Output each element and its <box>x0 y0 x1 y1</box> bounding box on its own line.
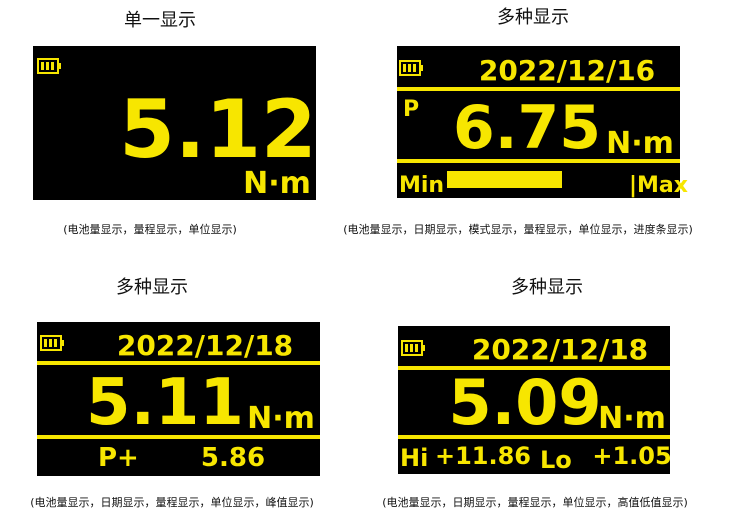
mode: P <box>403 97 419 122</box>
reading: 5.12 <box>119 83 316 176</box>
caption: (电池量显示，日期显示，模式显示，量程显示，单位显示，进度条显示) <box>343 222 693 236</box>
screen <box>398 326 670 474</box>
screen <box>33 46 316 200</box>
reading: 5.09 <box>449 366 602 439</box>
caption: (电池量显示，日期显示，量程显示，单位显示，高值低值显示) <box>382 495 688 509</box>
unit: N·m <box>247 401 315 436</box>
progress-bar <box>447 171 562 188</box>
unit: N·m <box>606 126 674 161</box>
bar-min: Min <box>399 173 444 198</box>
reading: 5.11 <box>86 366 244 440</box>
unit: N·m <box>243 166 311 201</box>
hi-label: Hi <box>400 444 428 472</box>
peak-value: 5.86 <box>201 443 265 473</box>
hi-value: +11.86 <box>435 442 531 470</box>
lo-value: +1.05 <box>592 442 671 470</box>
peak-label: P+ <box>98 443 139 473</box>
panel-title: 多种显示 <box>511 277 583 298</box>
panel-title: 单一显示 <box>124 10 196 31</box>
lo-label: Lo <box>540 446 572 474</box>
caption: (电池量显示，量程显示，单位显示) <box>63 222 237 236</box>
panel-title: 多种显示 <box>497 7 569 28</box>
panel-title: 多种显示 <box>116 277 188 298</box>
unit: N·m <box>598 401 666 436</box>
screen <box>37 322 320 476</box>
caption: (电池量显示，日期显示，量程显示，单位显示，峰值显示) <box>30 495 314 509</box>
reading: 6.75 <box>453 93 601 163</box>
date: 2022/12/16 <box>479 54 655 87</box>
date: 2022/12/18 <box>472 333 648 366</box>
bar-max: |Max <box>629 173 688 198</box>
date: 2022/12/18 <box>117 329 293 362</box>
